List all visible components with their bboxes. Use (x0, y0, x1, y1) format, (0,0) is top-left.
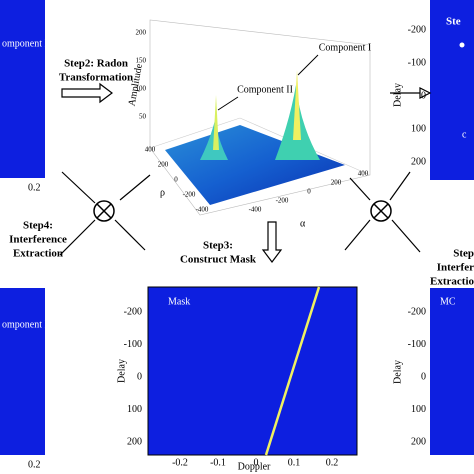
x-tick-label: -0.2 (172, 457, 188, 468)
rho-tick-label: -200 (183, 191, 196, 199)
step-text: Step4: (23, 220, 53, 232)
arrow-step2 (61, 82, 113, 104)
panel-mask (147, 286, 358, 456)
x-tick-label: 0 (254, 457, 259, 468)
connectors (59, 171, 421, 256)
x-axis-label: Doppler (238, 461, 271, 472)
label: omponent I (2, 38, 48, 49)
x-tick-label: 0.2 (28, 459, 41, 470)
y-tick-label: -100 (124, 339, 142, 350)
z-tick-label: 200 (136, 29, 147, 37)
step-text: Step2: Radon (64, 58, 128, 70)
panel-top-left (0, 0, 45, 178)
rho-tick-label: -400 (196, 206, 209, 214)
x-tick-label: 0.2 (326, 457, 339, 468)
alpha-tick-label: 0 (307, 188, 311, 196)
y-tick-label: -200 (408, 306, 426, 317)
y-tick-label: -200 (124, 306, 142, 317)
label: Ste (446, 16, 461, 28)
y-tick-label: -100 (408, 339, 426, 350)
step-text: Construct Mask (180, 254, 257, 266)
z-tick-label: 100 (136, 85, 147, 93)
y-axis-label: Delay (392, 83, 403, 107)
axis-label: α (300, 218, 306, 229)
step-text: Step (453, 248, 474, 260)
y-tick-label: 100 (127, 404, 142, 415)
step-text: Interfer (437, 262, 474, 274)
label: c (462, 129, 467, 140)
annotation: Component II (237, 84, 293, 95)
alpha-tick-label: -400 (249, 206, 262, 214)
y-tick-label: 0 (421, 90, 426, 101)
axis-label: ρ (160, 187, 165, 198)
panel-top-right (430, 0, 474, 180)
multiply-nodes (93, 200, 392, 222)
y-tick-label: -100 (408, 57, 426, 68)
panel-bottom-right (430, 288, 474, 455)
x-tick-label: -0.1 (210, 457, 226, 468)
step-text: Transformation (59, 72, 133, 84)
y-tick-label: -200 (408, 24, 426, 35)
step-text: Step3: (203, 240, 233, 252)
step-text: Interference (9, 234, 67, 246)
y-tick-label: 200 (127, 436, 142, 447)
label: Mask (168, 296, 190, 307)
y-axis-label: Delay (116, 359, 127, 383)
y-tick-label: 100 (411, 123, 426, 134)
radon-plot (149, 19, 371, 216)
y-axis-label: Delay (392, 360, 403, 384)
label: omponent I (2, 319, 48, 330)
panel-bottom-left (0, 288, 45, 455)
step-text: Extraction (13, 248, 63, 260)
label: MC (440, 296, 456, 307)
rho-tick-label: 0 (174, 176, 178, 184)
alpha-tick-label: 200 (331, 179, 342, 187)
y-tick-label: 200 (411, 156, 426, 167)
mask-line (264, 286, 321, 456)
y-tick-label: 200 (411, 436, 426, 447)
y-tick-label: 0 (421, 371, 426, 382)
alpha-tick-label: -200 (276, 197, 289, 205)
alpha-tick-label: 400 (358, 170, 369, 178)
x-tick-label: 0.1 (288, 457, 301, 468)
arrow-step3 (261, 221, 283, 263)
x-tick-label: 0.2 (28, 182, 41, 193)
annotation: Component I (319, 42, 372, 53)
rho-tick-label: 400 (145, 146, 156, 154)
step-text: Extractio (430, 276, 474, 288)
z-tick-label: 50 (139, 113, 147, 121)
y-tick-label: 100 (411, 404, 426, 415)
arrow-top-right (390, 87, 432, 99)
dot (459, 42, 465, 48)
rho-tick-label: 200 (158, 161, 169, 169)
y-tick-label: 0 (137, 371, 142, 382)
z-tick-label: 150 (136, 57, 147, 65)
